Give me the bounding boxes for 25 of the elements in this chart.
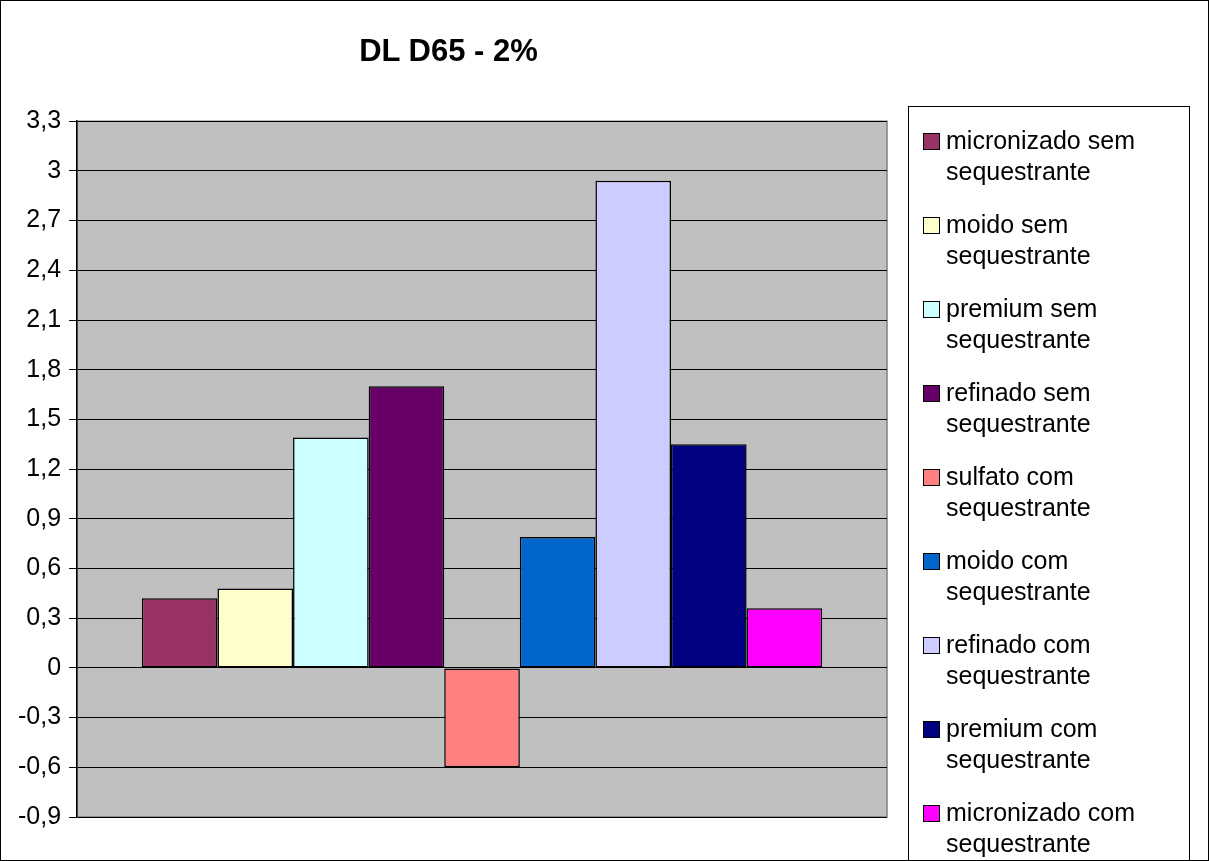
y-tick-label: 0,9 <box>26 502 62 531</box>
y-tick-label: 0,3 <box>26 602 62 631</box>
legend-label: premium sem sequestrante <box>946 293 1099 355</box>
legend-label: moido com sequestrante <box>946 545 1092 607</box>
y-tick-label: 3,3 <box>26 105 62 134</box>
legend-label: micronizado com sequestrante <box>946 797 1136 859</box>
y-tick-label: -0,3 <box>17 701 62 730</box>
y-tick-label: 2,1 <box>26 303 62 332</box>
y-tick-label: 1,2 <box>26 452 62 481</box>
legend-label: sulfato com sequestrante <box>946 461 1092 523</box>
legend-label: refinado sem sequestrante <box>946 377 1092 439</box>
y-tick-label: 1,8 <box>26 353 62 382</box>
y-tick-label: -0,9 <box>17 800 62 829</box>
y-tick-label: 2,7 <box>26 204 62 233</box>
y-tick-label: 1,5 <box>26 403 62 432</box>
y-tick-label: 3 <box>47 154 62 183</box>
legend-label: micronizado sem sequestrante <box>946 125 1136 187</box>
y-tick-label: 0 <box>47 651 62 680</box>
legend-label: premium com sequestrante <box>946 713 1099 775</box>
y-tick-label: 2,4 <box>26 254 62 283</box>
chart-title: DL D65 - 2% <box>359 33 538 69</box>
legend-label: refinado com sequestrante <box>946 629 1092 691</box>
y-tick-label: 0,6 <box>26 552 62 581</box>
legend-label: moido sem sequestrante <box>946 209 1092 271</box>
y-tick-label: -0,6 <box>17 751 62 780</box>
